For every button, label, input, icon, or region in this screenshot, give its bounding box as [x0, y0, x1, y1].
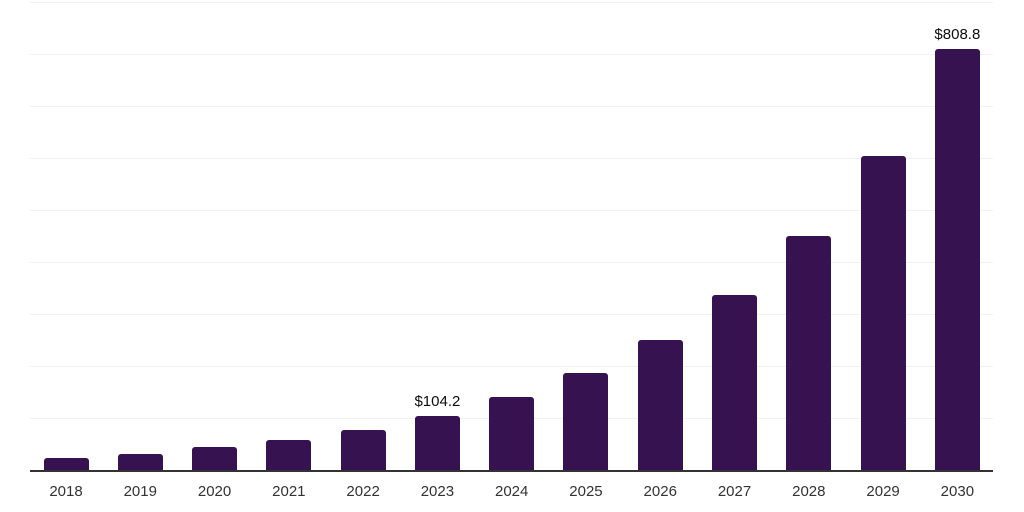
x-tick-label-2019: 2019	[123, 483, 157, 500]
bar-2030	[934, 49, 980, 470]
bar-2027	[712, 295, 758, 470]
x-tick-label-2024: 2024	[494, 483, 529, 500]
x-tick-label-2030: 2030	[940, 483, 975, 500]
bar-2026	[637, 339, 683, 470]
x-tick-label-2028: 2028	[792, 483, 826, 500]
gridline	[30, 158, 993, 159]
gridline	[30, 366, 993, 367]
bar-2029	[860, 156, 906, 470]
plot-area: $104.2 $808.8	[30, 2, 993, 470]
gridline	[30, 106, 993, 107]
bar-2021	[266, 440, 312, 470]
x-axis-line	[30, 470, 993, 472]
bar-value-label-2023: $104.2	[414, 392, 461, 410]
x-tick-label-2021: 2021	[272, 483, 306, 500]
bar-2020	[192, 446, 238, 470]
gridline	[30, 54, 993, 55]
x-tick-label-2023: 2023	[420, 483, 455, 500]
x-tick-label-2022: 2022	[346, 483, 380, 500]
bar-2022	[340, 429, 386, 470]
x-tick-label-2026: 2026	[643, 483, 677, 500]
bar-2023	[414, 415, 460, 470]
bar-2019	[117, 454, 163, 470]
x-tick-label-2025: 2025	[569, 483, 603, 500]
x-tick-label-2029: 2029	[866, 483, 900, 500]
bar-2028	[786, 235, 832, 470]
x-tick-label-2027: 2027	[717, 483, 752, 500]
bar-2024	[489, 397, 535, 470]
x-tick-label-2020: 2020	[197, 483, 232, 500]
bar-2018	[43, 458, 89, 470]
x-tick-label-2018: 2018	[49, 483, 83, 500]
bar-value-label-2030: $808.8	[934, 26, 981, 44]
gridline	[30, 314, 993, 315]
gridline	[30, 262, 993, 263]
gridline	[30, 210, 993, 211]
bar-2025	[563, 372, 609, 470]
gridline	[30, 2, 993, 3]
